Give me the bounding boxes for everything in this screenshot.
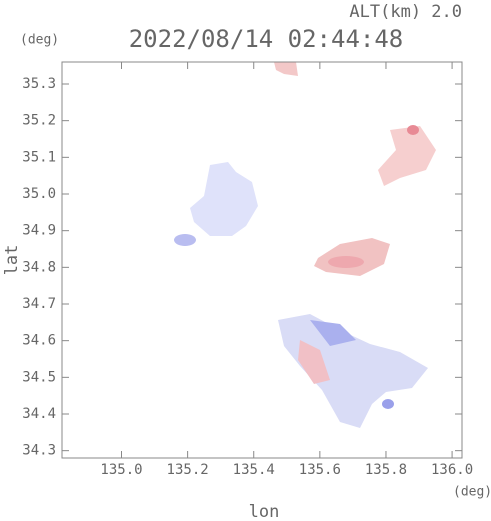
y-tick-label: 35.3: [22, 76, 56, 92]
x-tick-label: 135.0: [100, 462, 142, 478]
x-unit: (deg): [453, 485, 491, 500]
y-tick-label: 35.0: [22, 186, 56, 202]
x-tick-label: 136.0: [431, 462, 473, 478]
echo-regions: [174, 62, 436, 428]
echo-region: [274, 62, 298, 76]
echo-region: [310, 320, 356, 346]
echo-region: [382, 399, 394, 409]
echo-region: [407, 125, 419, 135]
y-tick-label: 34.7: [22, 296, 56, 312]
x-tick-label: 135.8: [365, 462, 407, 478]
echo-region: [278, 314, 428, 428]
echo-region: [298, 340, 330, 384]
echo-region: [190, 162, 258, 236]
y-tick-label: 34.6: [22, 333, 56, 349]
x-tick-label: 135.2: [167, 462, 209, 478]
y-tick-label: 34.5: [22, 369, 56, 385]
y-tick-label: 35.2: [22, 113, 56, 129]
plot-frame: [61, 61, 463, 459]
chart-title: 2022/08/14 02:44:48: [129, 25, 404, 53]
x-tick-label: 135.6: [299, 462, 341, 478]
y-tick-label: 34.9: [22, 223, 56, 239]
y-tick-label: 34.4: [22, 406, 56, 422]
echo-region: [174, 234, 196, 246]
y-tick-label: 34.3: [22, 443, 56, 459]
x-tick-label: 135.4: [233, 462, 275, 478]
y-tick-label: 34.8: [22, 259, 56, 275]
y-tick-label: 35.1: [22, 149, 56, 165]
echo-region: [378, 126, 436, 186]
y-axis-label: lat: [2, 245, 22, 276]
echo-region: [328, 256, 364, 268]
altitude-label: ALT(km) 2.0: [349, 2, 462, 22]
y-unit: (deg): [20, 33, 59, 48]
x-axis-label: lon: [249, 502, 280, 521]
